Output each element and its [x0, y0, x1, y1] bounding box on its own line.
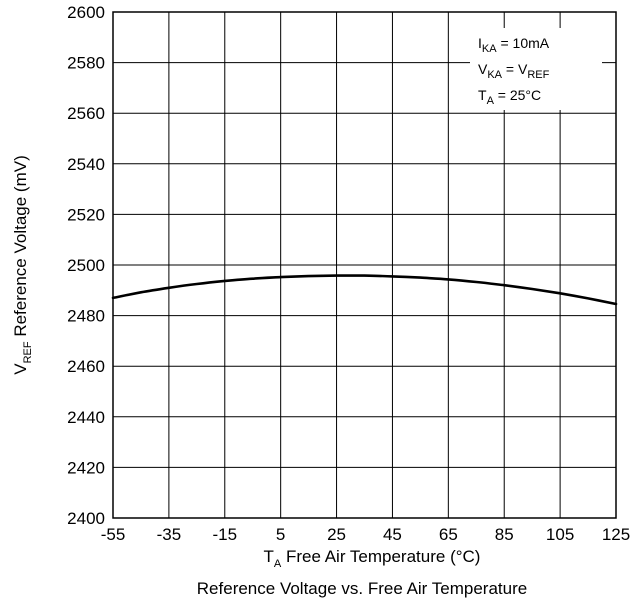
y-tick-label: 2460: [67, 357, 105, 376]
y-tick-label: 2600: [67, 3, 105, 22]
plot-frame: [112, 11, 617, 519]
x-tick-label: -55: [101, 525, 126, 544]
series-line: [111, 274, 618, 306]
condition-ika: IKA = 10mA: [478, 35, 550, 55]
x-tick-label: 25: [327, 525, 346, 544]
x-tick-label: 85: [495, 525, 514, 544]
y-tick-label: 2420: [67, 458, 105, 477]
y-tick-label: 2540: [67, 155, 105, 174]
condition-ta: TA = 25°C: [478, 87, 541, 107]
y-axis-title: VREF Reference Voltage (mV): [11, 155, 34, 375]
y-tick-label: 2440: [67, 408, 105, 427]
x-axis-title: TA Free Air Temperature (°C): [264, 547, 481, 570]
condition-vka: VKA = VREF: [478, 61, 550, 81]
y-tick-label: 2560: [67, 104, 105, 123]
x-tick-label: 65: [439, 525, 458, 544]
curve-layer: [111, 274, 618, 306]
y-tick-label: 2500: [67, 256, 105, 275]
y-tick-label: 2520: [67, 205, 105, 224]
chart-caption: Reference Voltage vs. Free Air Temperatu…: [197, 579, 527, 598]
x-tick-label: -35: [157, 525, 182, 544]
y-tick-label: 2580: [67, 54, 105, 73]
y-tick-label: 2400: [67, 509, 105, 528]
conditions-legend: IKA = 10mA VKA = VREF TA = 25°C: [470, 28, 602, 110]
x-tick-label: -15: [212, 525, 237, 544]
x-tick-label: 105: [546, 525, 574, 544]
y-tick-label: 2480: [67, 307, 105, 326]
x-tick-labels: -55 -35 -15 5 25 45 65 85 105 125: [101, 525, 630, 544]
conditions-legend-bg: [470, 28, 602, 110]
x-tick-label: 5: [276, 525, 285, 544]
x-tick-label: 45: [383, 525, 402, 544]
y-tick-labels: 2400 2420 2440 2460 2480 2500 2520 2540 2560 2580…: [67, 3, 105, 528]
x-tick-label: 125: [602, 525, 630, 544]
